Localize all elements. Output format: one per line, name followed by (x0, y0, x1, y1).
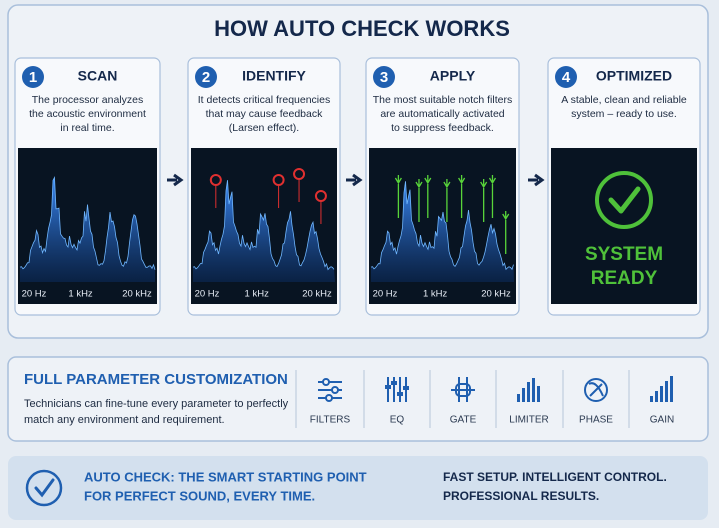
tool-label: FILTERS (310, 415, 351, 426)
tool-icon (517, 394, 520, 402)
frequency-label: 1 kHz (423, 289, 448, 300)
step-number: 4 (562, 69, 571, 86)
frequency-label: 20 kHz (481, 289, 511, 300)
notch-filter-marker (415, 179, 423, 222)
notch-filter-marker (480, 179, 488, 222)
footer-note: FAST SETUP. INTELLIGENT CONTROL. (443, 470, 667, 484)
step-number-badge (22, 66, 44, 88)
flow-arrow (167, 173, 184, 187)
tool-icon (527, 382, 530, 402)
frequency-label: 20 Hz (195, 289, 220, 300)
frequency-label: 20 Hz (373, 289, 398, 300)
how-panel (7, 4, 709, 339)
customization-description: match any environment and requirement. (24, 414, 225, 426)
tool-label: EQ (390, 415, 405, 426)
ready-check-mark (608, 186, 641, 214)
step-number: 2 (202, 69, 210, 86)
frequency-label: 1 kHz (245, 289, 270, 300)
notch-filter-marker (488, 175, 497, 218)
frequency-label: 20 kHz (302, 289, 332, 300)
tool-icon (655, 391, 658, 402)
tool-label: GAIN (650, 415, 674, 426)
step-number: 1 (29, 69, 37, 86)
footer-tagline: AUTO CHECK: THE SMART STARTING POINT (84, 469, 367, 484)
ready-check-circle (595, 171, 653, 229)
tool-label: PHASE (579, 415, 613, 426)
footer-note: PROFESSIONAL RESULTS. (443, 489, 599, 503)
step-description: The most suitable notch filters (373, 94, 512, 106)
step-description: A stable, clean and reliable (561, 94, 687, 106)
tool-icon (322, 378, 330, 386)
tool-icon (522, 388, 525, 402)
notch-filter-marker (394, 175, 402, 218)
step-description: to suppress feedback. (391, 122, 494, 134)
tool-icon (397, 392, 403, 396)
tool-icon (403, 386, 409, 390)
step-description: are automatically activated (380, 108, 504, 120)
notch-filter-marker (443, 179, 451, 222)
spectrum-fill (193, 180, 335, 282)
tool-icon (670, 376, 673, 402)
step-title: IDENTIFY (242, 68, 306, 84)
step-number-badge (195, 66, 217, 88)
spectrum-line (370, 181, 514, 271)
tool-icon (588, 382, 604, 397)
tool-icon (665, 381, 668, 402)
spectrum-fill (371, 181, 514, 282)
step-title: SCAN (78, 68, 118, 84)
step-description: It detects critical frequencies (198, 94, 330, 106)
tool-icon (455, 383, 471, 397)
notch-filter-marker (458, 175, 466, 218)
step-description: the acoustic environment (29, 108, 146, 120)
flow-arrow (346, 173, 363, 187)
status-text: READY (591, 268, 658, 289)
status-text: SYSTEM (585, 244, 663, 265)
step-description: in real time. (60, 122, 114, 134)
step-number-badge (555, 66, 577, 88)
tool-label: GATE (450, 415, 477, 426)
spectrum-line (192, 180, 335, 271)
tool-icon (391, 381, 397, 385)
notch-filter-marker (502, 211, 510, 254)
step-description: system – ready to use. (571, 108, 677, 120)
frequency-label: 20 Hz (22, 289, 47, 300)
tool-icon (660, 386, 663, 402)
step-number-badge (373, 66, 395, 88)
frequency-label: 20 kHz (122, 289, 152, 300)
tool-icon (584, 378, 608, 402)
frequency-label: 1 kHz (68, 289, 93, 300)
notch-filter-marker (424, 175, 432, 218)
tool-icon (385, 385, 391, 389)
step-number: 3 (380, 69, 388, 86)
footer-tagline: FOR PERFECT SOUND, EVERY TIME. (84, 488, 315, 503)
tool-icon (537, 386, 540, 402)
customization-description: Technicians can fine-tune every paramete… (24, 398, 289, 410)
tool-icon (650, 396, 653, 402)
footer-panel (8, 456, 708, 520)
tool-icon (331, 386, 339, 394)
flow-arrow (528, 173, 545, 187)
tool-icon (325, 394, 333, 402)
step-title: OPTIMIZED (596, 68, 672, 84)
spectrum-fill (20, 177, 155, 282)
footer-check-mark (34, 478, 55, 498)
step-description: The processor analyzes (32, 94, 143, 106)
step-description: (Larsen effect). (229, 122, 299, 134)
step-description: that may cause feedback (206, 108, 323, 120)
spectrum-line (19, 176, 156, 270)
customization-title: FULL PARAMETER CUSTOMIZATION (24, 371, 288, 388)
footer-check-circle (25, 469, 63, 507)
tool-label: LIMITER (509, 415, 548, 426)
step-title: APPLY (430, 68, 476, 84)
main-title: HOW AUTO CHECK WORKS (214, 16, 510, 41)
tool-icon (532, 378, 535, 402)
